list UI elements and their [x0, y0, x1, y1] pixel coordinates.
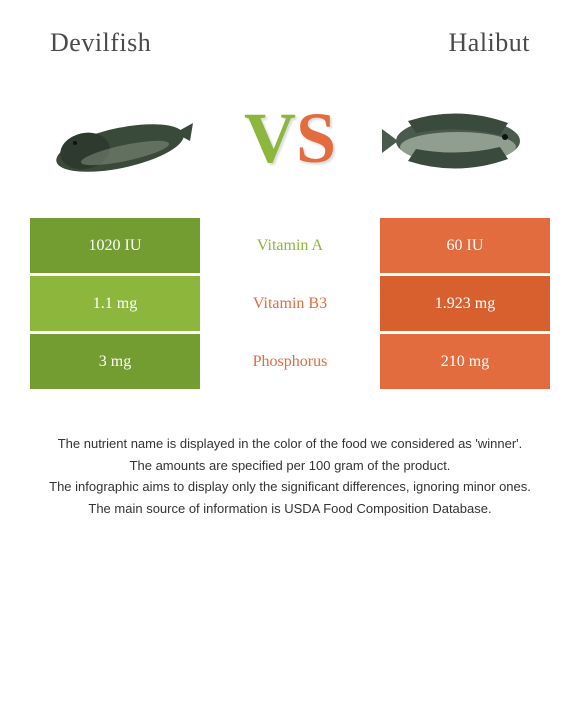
- right-value-cell: 60 IU: [380, 218, 550, 273]
- vs-s: S: [296, 102, 336, 174]
- left-food-title: Devilfish: [50, 28, 151, 58]
- left-value-cell: 1.1 mg: [30, 276, 200, 331]
- vs-label: VS: [244, 102, 336, 174]
- footnote-line: The infographic aims to display only the…: [40, 477, 540, 497]
- left-value-cell: 1020 IU: [30, 218, 200, 273]
- right-value-cell: 1.923 mg: [380, 276, 550, 331]
- footnote-line: The amounts are specified per 100 gram o…: [40, 456, 540, 476]
- comparison-images-row: VS: [30, 93, 550, 183]
- right-food-title: Halibut: [449, 28, 531, 58]
- halibut-illustration: [380, 93, 535, 183]
- header: Devilfish Halibut: [30, 28, 550, 58]
- footnote-line: The main source of information is USDA F…: [40, 499, 540, 519]
- nutrient-comparison-table: 1020 IUVitamin A60 IU1.1 mgVitamin B31.9…: [30, 218, 550, 389]
- table-row: 1020 IUVitamin A60 IU: [30, 218, 550, 273]
- nutrient-name-cell: Vitamin A: [200, 218, 380, 273]
- vs-v: V: [244, 102, 296, 174]
- devilfish-illustration: [45, 93, 200, 183]
- right-value-cell: 210 mg: [380, 334, 550, 389]
- nutrient-name-cell: Vitamin B3: [200, 276, 380, 331]
- footnotes: The nutrient name is displayed in the co…: [30, 434, 550, 518]
- table-row: 1.1 mgVitamin B31.923 mg: [30, 276, 550, 331]
- table-row: 3 mgPhosphorus210 mg: [30, 334, 550, 389]
- left-value-cell: 3 mg: [30, 334, 200, 389]
- nutrient-name-cell: Phosphorus: [200, 334, 380, 389]
- footnote-line: The nutrient name is displayed in the co…: [40, 434, 540, 454]
